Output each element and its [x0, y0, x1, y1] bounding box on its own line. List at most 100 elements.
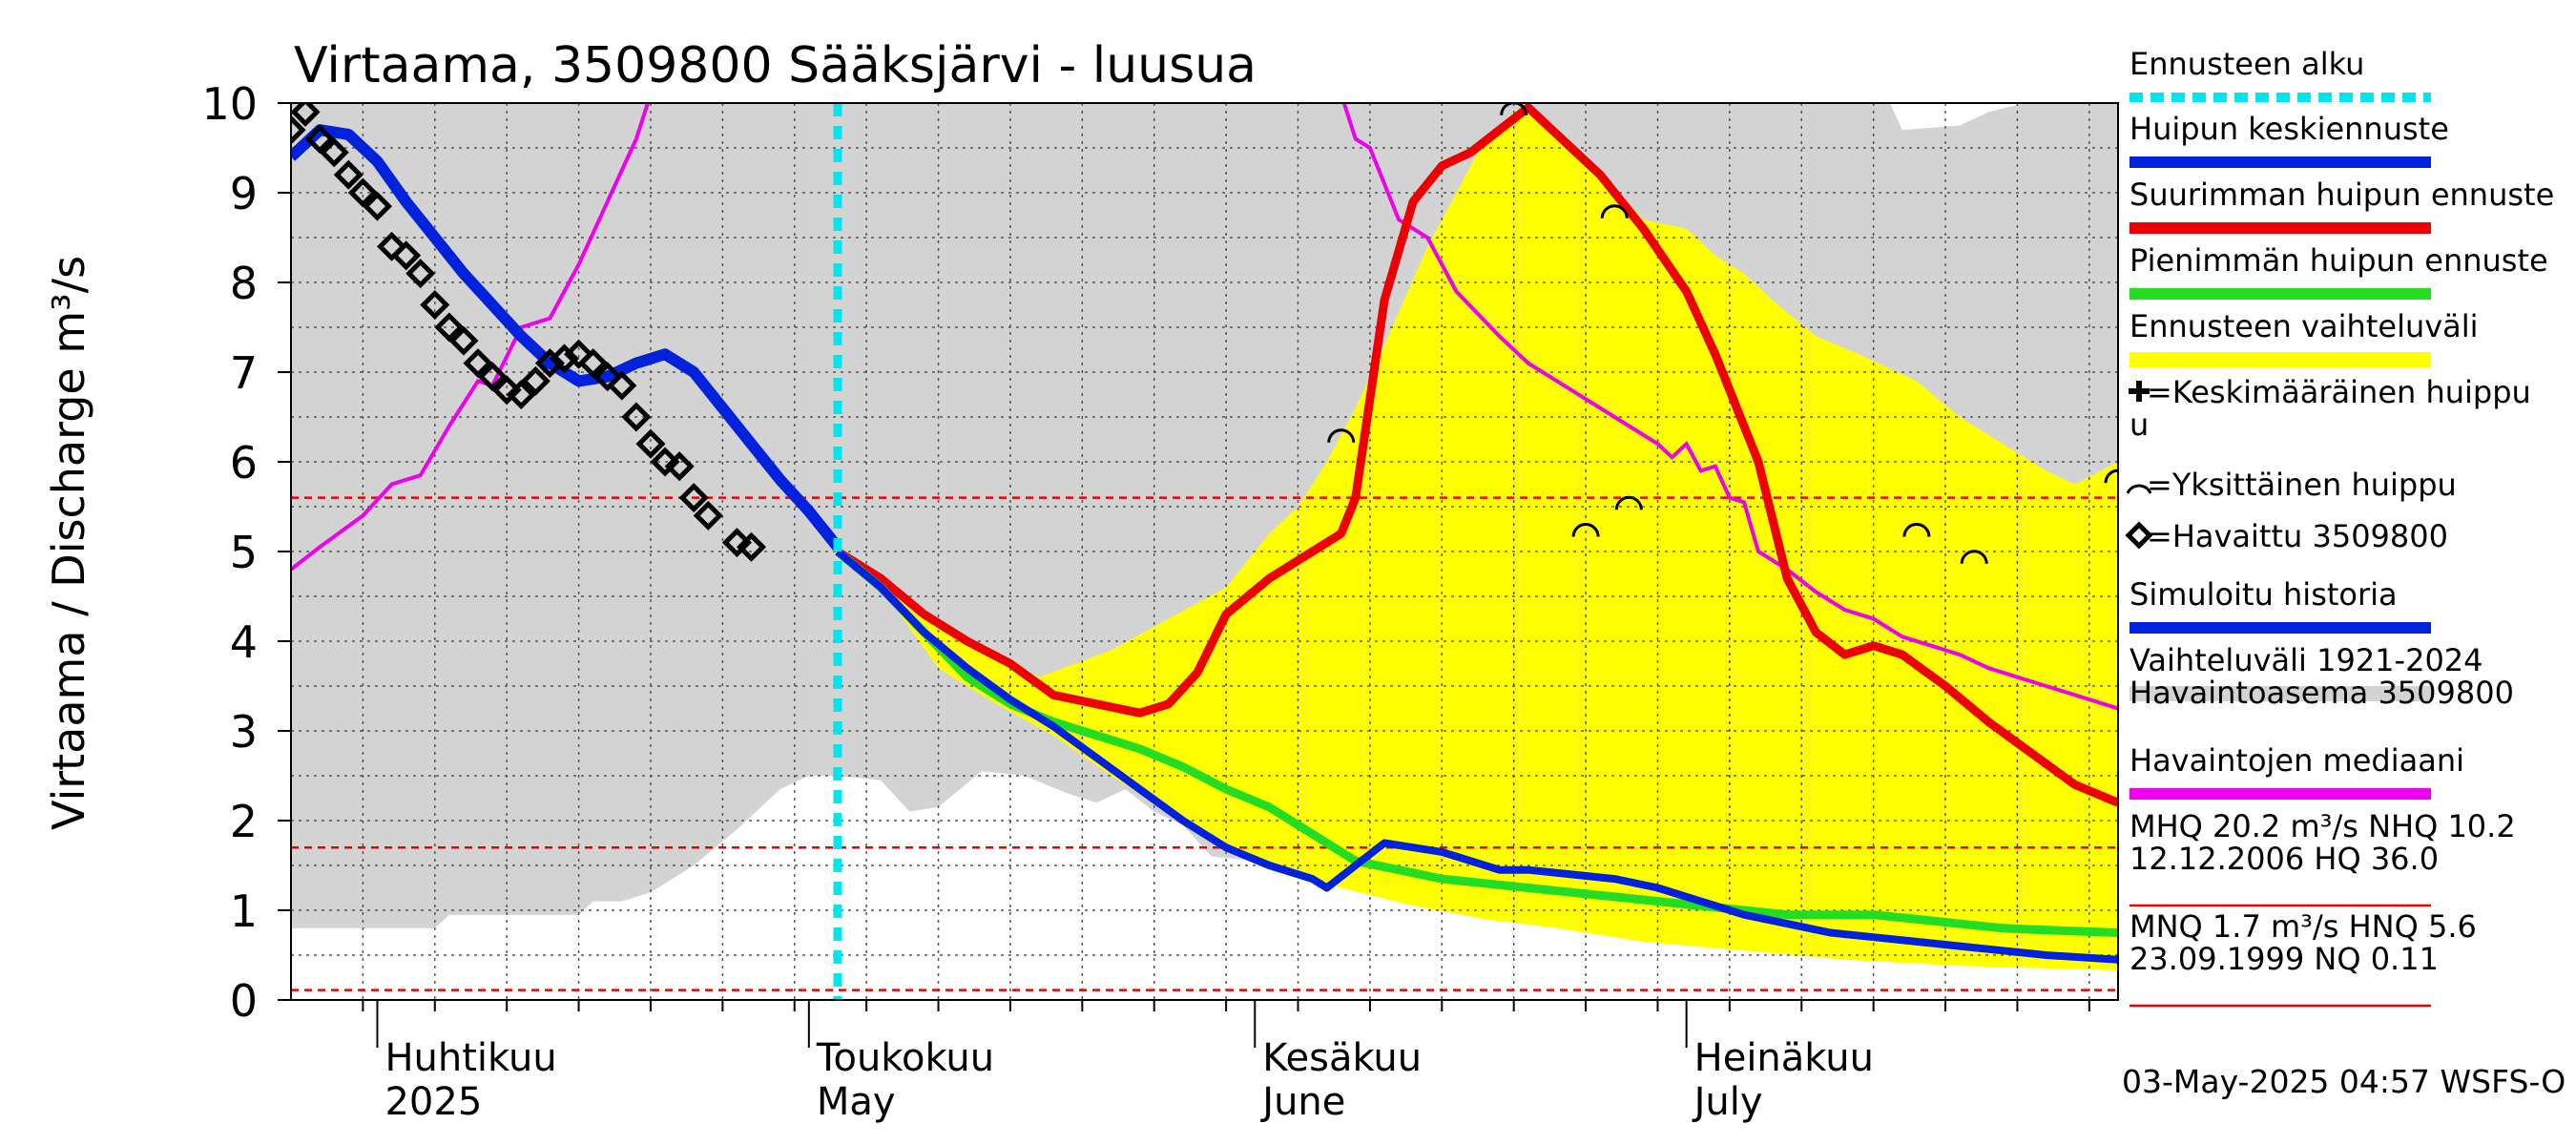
observed-point	[362, 191, 393, 221]
single-peak-marker	[1327, 428, 1356, 443]
observed-point	[678, 483, 709, 513]
legend-item: Ennusteen vaihteluväli	[2129, 308, 2479, 367]
plot-area	[291, 103, 2118, 1000]
max-peak-forecast-line	[835, 103, 2118, 807]
legend-item: Vaihteluväli 1921-2024 Havaintoasema 350…	[2129, 642, 2514, 711]
legend-label: =Havaittu 3509800	[2147, 518, 2448, 554]
single-peak-marker	[2104, 468, 2118, 484]
legend: Ennusteen alku Huipun keskiennuste Suurimm…	[2125, 46, 2554, 1008]
legend-item: MNQ 1.7 m³/s HNQ 5.623.09.1999 NQ 0.11	[2129, 908, 2477, 1008]
single-peak-marker	[1600, 204, 1629, 219]
y-axis: 0 1 2 3 4 5 6 7 8 9 10	[201, 78, 291, 1027]
y-tick-label: 10	[201, 78, 258, 130]
y-tick-label: 1	[230, 885, 258, 937]
month-sublabel: June	[1259, 1080, 1345, 1124]
legend-item: Suurimman huipun ennuste	[2129, 177, 2554, 234]
observed-point	[549, 344, 580, 374]
observed-point	[291, 103, 321, 127]
y-tick-label: 6	[230, 437, 258, 489]
y-tick-label: 8	[230, 258, 258, 309]
observed-point	[721, 528, 752, 558]
observed-point	[391, 240, 422, 271]
y-tick-label: 5	[230, 527, 258, 578]
reference-lines	[291, 496, 2118, 991]
legend-label-line2: Havaintoasema 3509800	[2129, 675, 2514, 711]
single-peaks	[1327, 103, 2118, 564]
y-tick-label: 2	[230, 796, 258, 847]
single-peak-marker	[1902, 523, 1931, 537]
single-peak-marker	[1960, 550, 1988, 564]
legend-label-line2: 12.12.2006 HQ 36.0	[2129, 841, 2439, 877]
legend-label: Suurimman huipun ennuste	[2129, 177, 2554, 213]
legend-item: =Havaittu 3509800	[2125, 518, 2448, 554]
legend-item: Pienimmän huipun ennuste	[2129, 242, 2548, 300]
observed-point	[377, 231, 407, 261]
y-axis-label: Virtaama / Discharge m³/s	[43, 256, 94, 830]
observed-point	[506, 379, 536, 410]
legend-label-line2: 23.09.1999 NQ 0.11	[2129, 941, 2439, 977]
month-label: Kesäkuu	[1262, 1036, 1422, 1080]
observed-point	[291, 114, 306, 145]
month-label: Huhtikuu	[384, 1036, 556, 1080]
legend-item: Havaintojen mediaani	[2129, 742, 2464, 800]
observed-point	[304, 124, 335, 155]
observed-point	[578, 348, 609, 379]
y-tick-label: 0	[230, 975, 258, 1027]
observed-point	[420, 289, 450, 321]
observed-point	[463, 348, 493, 379]
y-tick-label: 4	[230, 616, 258, 668]
mean-peak-forecast-line	[835, 548, 2118, 964]
legend-swatch	[2129, 381, 2150, 402]
observed-point	[520, 365, 551, 396]
observed-point	[477, 362, 508, 392]
observed-point	[405, 259, 436, 289]
legend-label: Havaintojen mediaani	[2129, 742, 2464, 779]
legend-item: MHQ 20.2 m³/s NHQ 10.212.12.2006 HQ 36.0	[2129, 808, 2516, 907]
legend-label: Simuloitu historia	[2129, 576, 2398, 613]
observed-point	[607, 370, 637, 401]
legend-label: MHQ 20.2 m³/s NHQ 10.2	[2129, 808, 2516, 844]
legend-label: =Keskimääräinen huippu	[2147, 374, 2531, 410]
legend-swatch	[2125, 521, 2153, 550]
observed-point	[650, 447, 680, 477]
observed-point	[592, 362, 623, 392]
month-label: Toukokuu	[816, 1036, 994, 1080]
observed-point	[534, 348, 565, 379]
observed-point	[736, 531, 767, 562]
observed-point	[347, 177, 378, 208]
legend-label: Vaihteluväli 1921-2024	[2129, 642, 2483, 678]
observed-point	[434, 312, 465, 343]
y-tick-label: 9	[230, 168, 258, 219]
month-label: Heinäkuu	[1694, 1036, 1874, 1080]
observed-points	[291, 103, 767, 562]
legend-item: Ennusteen alku	[2129, 46, 2431, 102]
observed-point	[635, 428, 666, 459]
observed-point	[564, 339, 594, 369]
observed-point	[491, 375, 522, 406]
observed-point	[448, 325, 479, 356]
chart-title: Virtaama, 3509800 Sääksjärvi - luusua	[294, 37, 1257, 94]
legend-label-line2: u	[2129, 406, 2149, 443]
observed-point	[319, 137, 349, 168]
single-peak-marker	[1614, 495, 1643, 510]
observed-point	[333, 159, 364, 190]
legend-swatch	[2126, 484, 2152, 494]
legend-item: Simuloitu historia	[2129, 576, 2431, 634]
legend-item: =Yksittäinen huippu	[2126, 467, 2457, 503]
timestamp: 03-May-2025 04:57 WSFS-O	[2122, 1063, 2566, 1100]
legend-label: Pienimmän huipun ennuste	[2129, 242, 2548, 279]
legend-label: Ennusteen vaihteluväli	[2129, 308, 2479, 344]
legend-label: Ennusteen alku	[2129, 46, 2364, 82]
observed-point	[621, 402, 652, 432]
legend-label: Huipun keskiennuste	[2129, 111, 2449, 147]
observed-point	[693, 500, 723, 531]
legend-label: =Yksittäinen huippu	[2147, 467, 2457, 503]
y-tick-label: 3	[230, 706, 258, 758]
single-peak-marker	[1571, 523, 1600, 537]
observed-point	[664, 451, 695, 482]
month-sublabel: 2025	[384, 1080, 482, 1124]
month-sublabel: May	[817, 1080, 896, 1124]
